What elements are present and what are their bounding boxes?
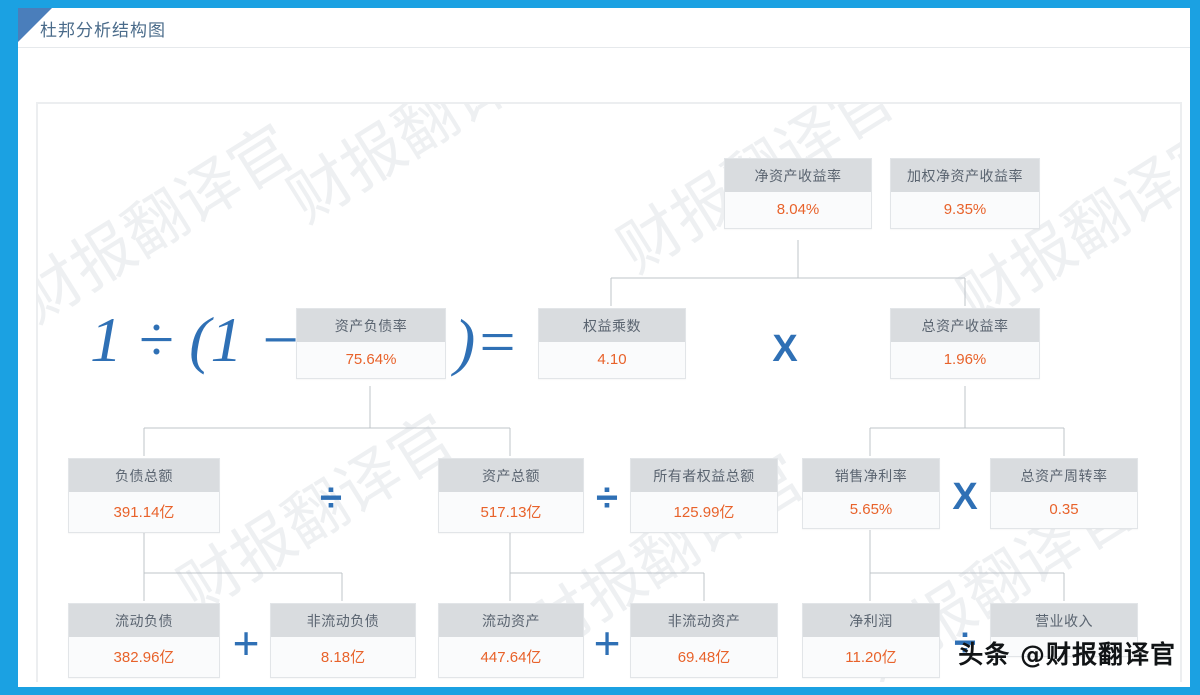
node-label: 流动负债 xyxy=(69,604,219,637)
node-label: 加权净资产收益率 xyxy=(891,159,1039,192)
node-value: 8.04% xyxy=(725,192,871,228)
operator-plus-icon: + xyxy=(593,617,621,669)
title-bar: 杜邦分析结构图 xyxy=(18,8,1190,48)
node-roa[interactable]: 总资产收益率 1.96% xyxy=(890,308,1040,379)
node-value: 69.48亿 xyxy=(631,637,777,677)
title-divider xyxy=(18,47,1190,48)
node-noncurrent-assets[interactable]: 非流动资产 69.48亿 xyxy=(630,603,778,678)
node-label: 流动资产 xyxy=(439,604,583,637)
node-weighted-roe[interactable]: 加权净资产收益率 9.35% xyxy=(890,158,1040,229)
operator-multiply-icon: X xyxy=(952,476,978,518)
node-label: 权益乘数 xyxy=(539,309,685,342)
node-label: 净利润 xyxy=(803,604,939,637)
node-equity-multiplier[interactable]: 权益乘数 4.10 xyxy=(538,308,686,379)
node-value: 8.18亿 xyxy=(271,637,415,677)
operator-divide-icon: ÷ xyxy=(954,621,976,665)
window-inner: 杜邦分析结构图 财报翻译官 财报翻译官 财报翻译官 财报翻译官 财报翻译官 财报… xyxy=(18,8,1190,687)
node-total-equity[interactable]: 所有者权益总额 125.99亿 xyxy=(630,458,778,533)
node-value xyxy=(991,637,1137,656)
watermark: 财报翻译官 xyxy=(275,102,577,237)
operator-divide-icon: ÷ xyxy=(596,476,618,520)
node-value: 9.35% xyxy=(891,192,1039,228)
page-title: 杜邦分析结构图 xyxy=(40,20,166,41)
diagram-frame: 财报翻译官 财报翻译官 财报翻译官 财报翻译官 财报翻译官 财报翻译官 财报翻译… xyxy=(36,102,1182,682)
node-noncurrent-liabilities[interactable]: 非流动负债 8.18亿 xyxy=(270,603,416,678)
node-value: 391.14亿 xyxy=(69,492,219,532)
node-label: 资产负债率 xyxy=(297,309,445,342)
node-value: 382.96亿 xyxy=(69,637,219,677)
attribution-watermark: 头条 @财报翻译官 xyxy=(958,640,1176,669)
node-asset-turnover[interactable]: 总资产周转率 0.35 xyxy=(990,458,1138,529)
formula-open-expression: 1 ÷ (1 − xyxy=(90,304,302,375)
node-debt-ratio[interactable]: 资产负债率 75.64% xyxy=(296,308,446,379)
formula-close-expression: )= xyxy=(454,306,519,377)
node-value: 4.10 xyxy=(539,342,685,378)
node-roe[interactable]: 净资产收益率 8.04% xyxy=(724,158,872,229)
node-value: 447.64亿 xyxy=(439,637,583,677)
node-revenue[interactable]: 营业收入 xyxy=(990,603,1138,657)
node-label: 净资产收益率 xyxy=(725,159,871,192)
node-label: 销售净利率 xyxy=(803,459,939,492)
operator-multiply-icon: X xyxy=(772,328,798,370)
node-label: 总资产周转率 xyxy=(991,459,1137,492)
node-label: 非流动负债 xyxy=(271,604,415,637)
node-label: 非流动资产 xyxy=(631,604,777,637)
node-value: 517.13亿 xyxy=(439,492,583,532)
node-value: 1.96% xyxy=(891,342,1039,378)
node-total-liabilities[interactable]: 负债总额 391.14亿 xyxy=(68,458,220,533)
node-current-assets[interactable]: 流动资产 447.64亿 xyxy=(438,603,584,678)
operator-divide-icon: ÷ xyxy=(320,476,342,520)
node-current-liabilities[interactable]: 流动负债 382.96亿 xyxy=(68,603,220,678)
node-value: 75.64% xyxy=(297,342,445,378)
node-net-profit[interactable]: 净利润 11.20亿 xyxy=(802,603,940,678)
node-total-assets[interactable]: 资产总额 517.13亿 xyxy=(438,458,584,533)
operator-plus-icon: + xyxy=(232,617,260,669)
node-label: 负债总额 xyxy=(69,459,219,492)
node-label: 总资产收益率 xyxy=(891,309,1039,342)
node-value: 0.35 xyxy=(991,492,1137,528)
node-label: 资产总额 xyxy=(439,459,583,492)
node-value: 5.65% xyxy=(803,492,939,528)
node-net-profit-margin[interactable]: 销售净利率 5.65% xyxy=(802,458,940,529)
node-value: 125.99亿 xyxy=(631,492,777,532)
node-label: 所有者权益总额 xyxy=(631,459,777,492)
node-value: 11.20亿 xyxy=(803,637,939,677)
node-label: 营业收入 xyxy=(991,604,1137,637)
corner-accent-icon xyxy=(18,8,52,42)
